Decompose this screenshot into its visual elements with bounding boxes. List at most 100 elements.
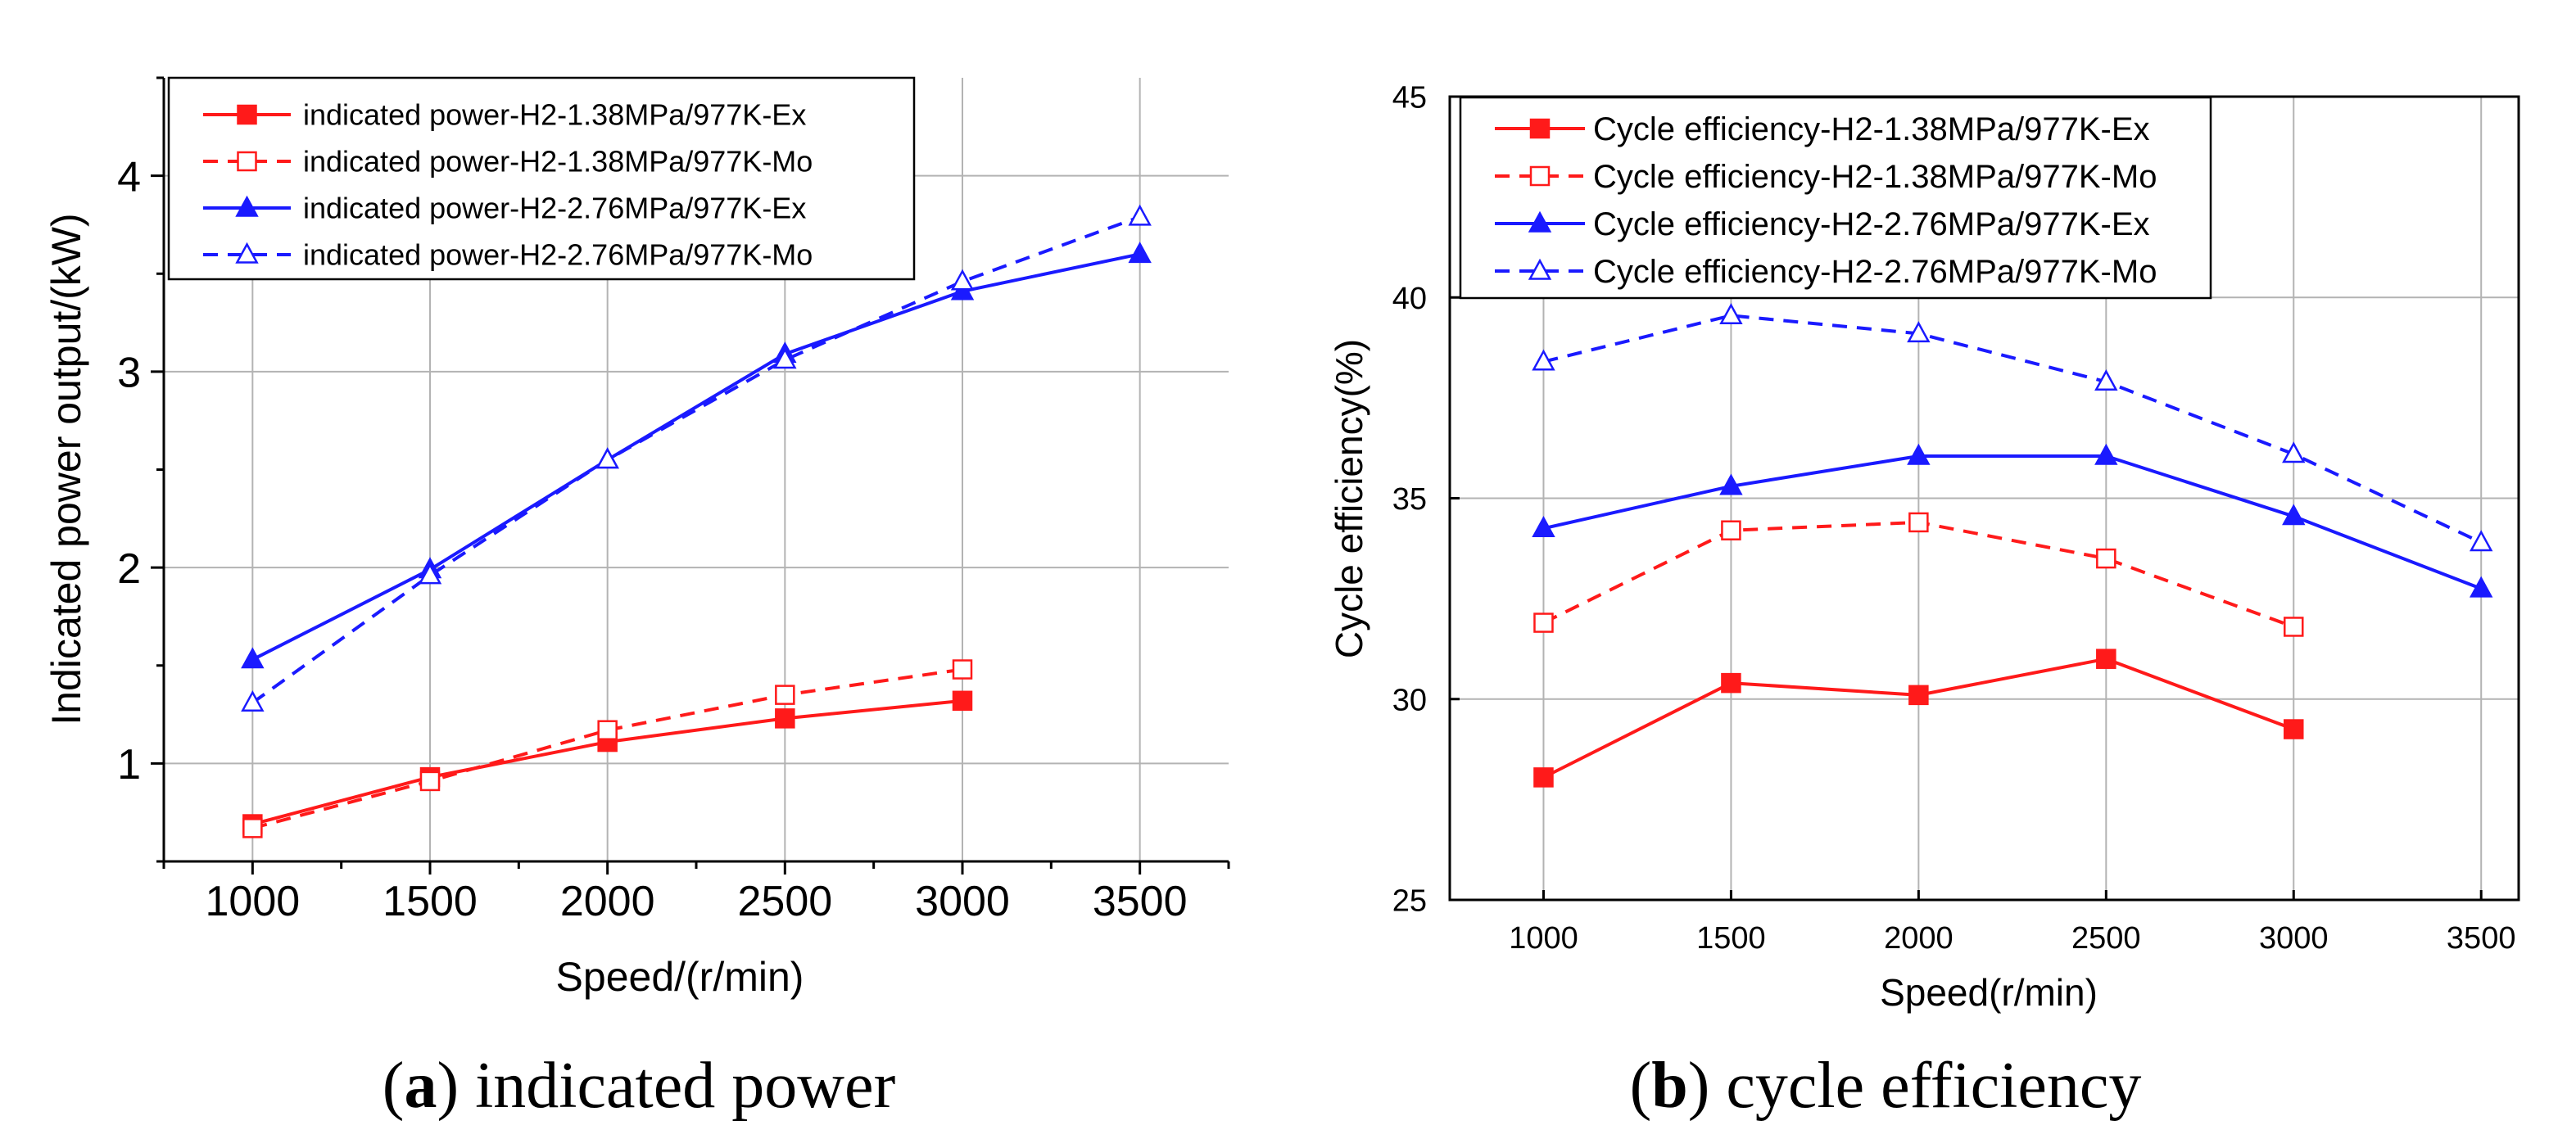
x-tick-label: 1000	[1509, 921, 1578, 956]
data-point	[1128, 242, 1152, 264]
data-point	[1128, 204, 1152, 226]
x-tick-label: 1500	[1696, 921, 1766, 956]
data-point	[1907, 443, 1931, 465]
legend-marker	[1529, 118, 1551, 139]
x-tick-label: 3000	[915, 878, 1010, 925]
caption-letter: a	[404, 1050, 437, 1122]
x-tick-label: 3500	[1093, 878, 1188, 925]
x-tick-label: 3500	[2447, 921, 2516, 956]
figure-caption: (b) cycle efficiency	[1630, 1050, 2142, 1122]
data-point	[2284, 617, 2304, 637]
data-point	[418, 563, 442, 585]
y-tick-label: 40	[1392, 282, 1427, 316]
data-point	[2096, 548, 2116, 569]
figure-caption: (a) indicated power	[383, 1050, 895, 1122]
data-point	[1908, 512, 1929, 533]
x-tick-label: 2000	[560, 878, 655, 925]
legend-label: Cycle efficiency-H2-2.76MPa/977K-Mo	[1593, 254, 2157, 290]
legend: Cycle efficiency-H2-1.38MPa/977K-Ex Cycle…	[1459, 96, 2212, 300]
data-point	[2096, 649, 2116, 669]
legend-marker	[1528, 210, 1552, 233]
data-point	[1907, 321, 1931, 343]
series-3	[1532, 443, 2493, 598]
y-tick-label: 3	[117, 350, 141, 397]
legend-label: indicated power-H2-1.38MPa/977K-Mo	[303, 145, 813, 179]
y-tick-label: 25	[1392, 884, 1427, 919]
x-tick-label: 2000	[1884, 921, 1954, 956]
series-3	[241, 242, 1152, 669]
data-point	[773, 347, 797, 369]
series-line	[1542, 314, 2483, 545]
legend-box	[1459, 96, 2212, 300]
x-tick-label: 2500	[737, 878, 832, 925]
x-axis-title: Speed(r/min)	[1880, 971, 2098, 1014]
legend-label: indicated power-H2-2.76MPa/977K-Ex	[303, 192, 806, 225]
data-point	[1533, 767, 1554, 788]
y-tick-label: 4	[117, 153, 141, 201]
legend-label: Cycle efficiency-H2-2.76MPa/977K-Ex	[1593, 206, 2150, 242]
data-point	[1532, 516, 1555, 538]
legend: indicated power-H2-1.38MPa/977K-Ex indica…	[167, 76, 916, 281]
data-point	[1721, 520, 1741, 540]
legend-label: Cycle efficiency-H2-1.38MPa/977K-Ex	[1593, 111, 2150, 147]
data-point	[1721, 672, 1741, 694]
series-4	[241, 204, 1152, 712]
series-line	[251, 252, 1141, 662]
legend-marker	[1528, 258, 1552, 280]
x-tick-label: 2500	[2071, 921, 2141, 956]
data-point	[952, 659, 973, 680]
legend-label: indicated power-H2-1.38MPa/977K-Ex	[303, 98, 806, 132]
x-tick-label: 3000	[2259, 921, 2329, 956]
data-point	[2470, 530, 2493, 552]
caption-paren-open: (	[383, 1050, 405, 1122]
series-2	[1533, 512, 2304, 637]
chart-indicated-power: 1000 1500 2000 2500 3000 3500 1 2 3 4 Speed/(r/min…	[43, 76, 1230, 1122]
data-point	[241, 689, 265, 712]
data-point	[597, 720, 618, 740]
caption-paren-close: )	[437, 1050, 475, 1122]
legend-label: indicated power-H2-2.76MPa/977K-Mo	[303, 238, 813, 272]
series-line	[1543, 454, 2482, 590]
data-point	[419, 771, 441, 792]
y-tick-label: 2	[117, 545, 141, 593]
data-point	[775, 708, 795, 729]
y-axis-title: Cycle efficiency(%)	[1328, 339, 1370, 658]
legend-marker	[235, 195, 259, 217]
data-point	[2094, 443, 2118, 465]
y-tick-label: 30	[1392, 683, 1427, 717]
chart-cycle-efficiency: 1000 1500 2000 2500 3000 3500 25 30 35 40 45 Speed(…	[1328, 81, 2520, 1122]
legend-marker	[1529, 165, 1551, 187]
y-tick-label: 35	[1392, 482, 1427, 517]
data-point	[952, 690, 973, 712]
data-point	[242, 818, 263, 838]
data-point	[1908, 685, 1929, 706]
data-point	[241, 647, 265, 669]
x-tick-label: 1000	[205, 878, 300, 925]
y-tick-label: 1	[117, 741, 141, 789]
data-point	[2284, 719, 2304, 739]
legend-label: Cycle efficiency-H2-1.38MPa/977K-Mo	[1593, 159, 2157, 195]
series-1	[1533, 649, 2304, 788]
y-axis-title: Indicated power output/(kW)	[43, 213, 89, 725]
data-point	[2470, 576, 2493, 598]
data-point	[1533, 612, 1554, 633]
data-point	[2282, 441, 2306, 463]
data-point	[2094, 368, 2118, 391]
x-axis-title: Speed/(r/min)	[556, 954, 804, 1000]
y-tick-label: 45	[1392, 81, 1427, 115]
caption-letter: b	[1651, 1050, 1688, 1122]
data-point	[1532, 349, 1555, 371]
legend-marker	[235, 242, 259, 264]
legend-marker	[237, 151, 257, 172]
data-point	[775, 685, 795, 705]
data-point	[1719, 473, 1743, 495]
caption-text: cycle efficiency	[1726, 1050, 2141, 1122]
caption-paren-close: )	[1688, 1050, 1727, 1122]
data-point	[1719, 303, 1743, 325]
data-point	[950, 269, 975, 291]
caption-text: indicated power	[475, 1050, 895, 1122]
legend-marker	[237, 104, 257, 125]
legend-box	[167, 76, 916, 281]
series-4	[1532, 303, 2493, 552]
